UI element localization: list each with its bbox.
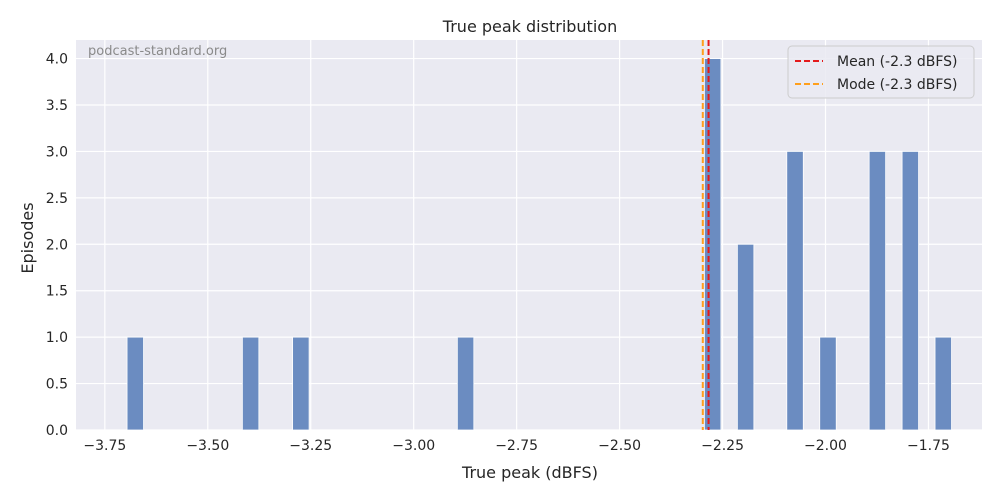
histogram-bar xyxy=(819,336,837,431)
y-tick-label: 0.5 xyxy=(46,377,68,393)
x-tick-label: −3.25 xyxy=(289,438,332,454)
x-axis-title: True peak (dBFS) xyxy=(461,463,598,482)
histogram-bar xyxy=(704,58,722,431)
watermark: podcast-standard.org xyxy=(88,44,227,59)
legend-box xyxy=(787,45,975,99)
x-tick-label: −3.75 xyxy=(83,438,126,454)
axis-ticks: −3.75 −3.50 −3.25 −3.00 −2.75 −2.50 −2.25 −2.00… xyxy=(46,52,950,454)
histogram-bar xyxy=(292,336,310,431)
y-tick-label: 2.5 xyxy=(46,191,68,207)
histogram-bar xyxy=(901,151,919,431)
x-tick-label: −2.50 xyxy=(598,438,641,454)
x-tick-label: −1.75 xyxy=(907,438,950,454)
y-tick-label: 3.5 xyxy=(46,98,68,114)
histogram-bar xyxy=(868,151,887,431)
reference-lines xyxy=(701,40,710,430)
histogram-bar xyxy=(934,336,952,431)
y-tick-label: 2.0 xyxy=(46,237,68,253)
x-tick-label: −3.50 xyxy=(186,438,229,454)
chart-title: True peak distribution xyxy=(442,17,617,36)
y-axis-title: Episodes xyxy=(18,202,37,273)
histogram-bar xyxy=(241,336,260,431)
histogram-bar xyxy=(786,151,804,431)
legend-mean-label: Mean (-2.3 dBFS) xyxy=(837,54,957,70)
histogram-bar xyxy=(736,243,755,431)
x-tick-label: −2.00 xyxy=(804,438,847,454)
y-tick-label: 3.0 xyxy=(46,144,68,160)
histogram-bar xyxy=(456,336,475,431)
y-tick-label: 1.5 xyxy=(46,284,68,300)
y-tick-label: 0.0 xyxy=(46,423,68,439)
y-tick-label: 4.0 xyxy=(46,52,68,68)
histogram-bar xyxy=(126,336,144,431)
x-tick-label: −2.25 xyxy=(701,438,744,454)
legend: Mean (-2.3 dBFS) Mode (-2.3 dBFS) xyxy=(787,45,975,99)
legend-mode-label: Mode (-2.3 dBFS) xyxy=(837,77,957,93)
y-tick-label: 1.0 xyxy=(46,330,68,346)
x-tick-label: −3.00 xyxy=(392,438,435,454)
x-tick-label: −2.75 xyxy=(495,438,538,454)
